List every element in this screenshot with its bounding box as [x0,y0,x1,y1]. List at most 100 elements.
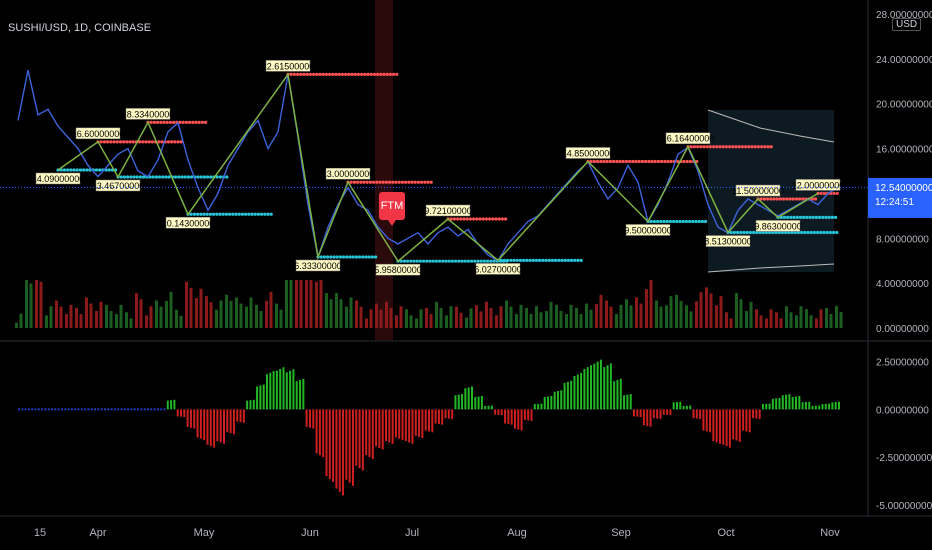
oscillator-bar [785,394,788,410]
volume-bar [315,281,318,328]
sr-level-dot [663,159,667,164]
sr-level-dot [363,72,367,76]
oscillator-bar [715,409,718,443]
sr-level-dot [631,159,635,164]
volume-bar [729,318,733,328]
oscillator-dot [140,408,143,411]
oscillator-bar [798,395,801,410]
oscillator-bar [332,409,335,483]
sr-level-dot [819,191,823,196]
oscillator-axis: 2.50000000 0.00000000 -2.50000000 -5.000000… [876,358,932,512]
sr-level-dot [696,145,700,149]
oscillator-bar [752,409,755,419]
sr-level-dot [832,230,836,235]
sr-level-dot [666,159,670,164]
sr-level-dot [152,120,156,124]
sr-level-dot [102,140,106,144]
time-axis: 15 Apr May Jun Jul Aug Sep Oct Nov [34,527,840,539]
oscillator-bar [269,372,272,410]
sr-level-dot [418,259,422,263]
volume-bar [29,283,33,328]
sr-level-dot [744,145,748,149]
oscillator-bar [470,386,473,410]
volume-bar [359,306,363,328]
sr-level-dot [382,72,386,76]
sr-level-dot [189,212,193,216]
sr-level-dot [457,259,461,263]
sr-level-dot [736,230,740,235]
oscillator-bar [358,409,361,469]
sr-level-dot [795,215,799,219]
volume-bar [179,315,183,328]
oscillator-bar [368,409,371,458]
time-tick-label: May [194,527,215,539]
sr-level-dot [460,259,464,263]
sr-level-dot [263,212,267,216]
volume-bar [699,292,703,328]
oscillator-tick-label: -5.00000000 [876,501,932,512]
sr-level-dot [66,168,70,172]
sr-level-dot [447,259,451,263]
oscillator-dot [21,408,24,411]
oscillator-bar [500,409,503,416]
volume-bar [345,306,348,328]
oscillator-dot [123,408,126,411]
volume-bar [635,297,638,328]
sr-level-dot [486,259,490,263]
volume-bar [715,305,718,328]
sr-level-dot [138,175,142,179]
sr-level-dot [122,175,126,179]
sr-level-dot [702,145,706,149]
sr-level-dot [415,259,419,263]
volume-bar [25,280,28,328]
oscillator-dot [44,408,47,411]
oscillator-bar [348,409,351,483]
sr-level-dot [504,217,508,221]
oscillator-bar [718,409,721,444]
oscillator-bar [771,398,774,410]
sr-level-dot [570,258,574,263]
pivot-label: 6.33300000 [294,261,342,271]
price-tick-label: 16.00000000 [876,145,932,156]
sr-level-dot [811,215,815,219]
volume-bar [269,291,273,328]
oscillator-bar [411,409,414,444]
sr-level-dot [737,145,741,149]
sr-level-dot [688,219,692,224]
oscillator-bar [649,409,652,427]
sr-level-dot [699,145,703,149]
sr-level-dot [356,180,360,184]
oscillator-bar [342,409,345,496]
sr-level-dot [769,145,773,149]
oscillator-bar [414,409,417,436]
oscillator-bar [778,397,781,410]
sr-level-dot [308,72,312,76]
oscillator-bar [527,409,530,421]
sr-level-dot [151,175,155,179]
pivot-label-box [425,204,471,217]
sr-level-dot [149,120,153,124]
sr-level-dot [659,219,663,224]
sr-level-dot [747,145,751,149]
oscillator-dot [41,408,44,411]
sr-level-dot [344,72,348,76]
sr-level-dot [792,215,796,219]
sr-level-dot [450,259,454,263]
oscillator-bar [537,403,540,410]
oscillator-bar [246,400,249,410]
currency-button[interactable]: USD [892,18,922,31]
oscillator-bar [256,386,259,410]
sr-level-dot [224,212,228,216]
volume-bar [259,310,263,328]
sr-level-dot [409,259,413,263]
sr-level-dot [209,175,213,179]
sr-level-dot [302,72,306,76]
sr-level-dot [789,215,793,219]
sr-level-dot [499,258,503,263]
oscillator-bar [259,385,262,410]
oscillator-bar [576,374,579,410]
ftm-marker[interactable]: FTM [379,192,405,226]
sr-level-dot [351,255,355,259]
sr-level-dot [202,175,206,179]
